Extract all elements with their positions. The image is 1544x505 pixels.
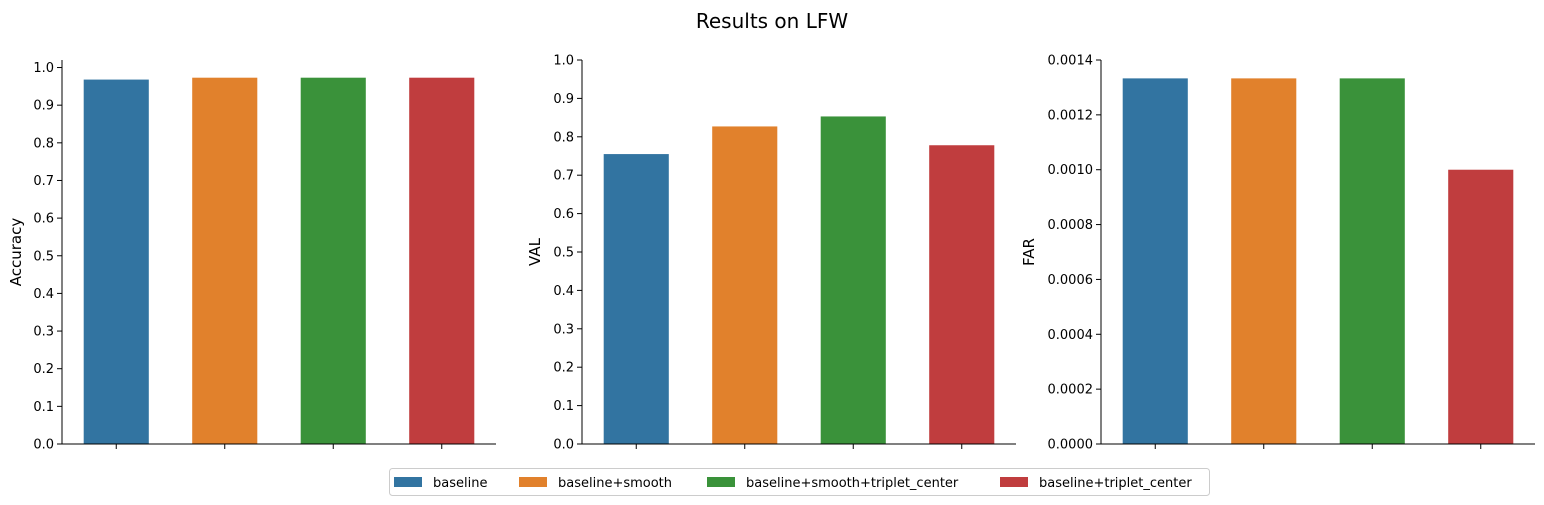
y-tick-label: 0.7 (553, 169, 574, 184)
chart-panel-2: 0.0 0.1 0.2 0.3 0.4 0.5 0.6 0.7 0.8 0.9 1.0 VAL (526, 54, 1016, 453)
y-axis-label: Accuracy (7, 218, 25, 287)
y-tick-label: 0.8 (33, 136, 54, 151)
legend-item: baseline+smooth+triplet_center (707, 476, 959, 491)
y-tick-label: 0.7 (33, 174, 54, 189)
bar-baseline-smooth-triplet-center (820, 116, 886, 444)
bar-baseline-triplet-center (1448, 169, 1514, 444)
legend-swatch (707, 477, 735, 487)
legend-swatch (394, 477, 422, 487)
y-tick-label: 0.8 (553, 130, 574, 145)
y-tick-label: 0.6 (553, 207, 574, 222)
y-tick-label: 0.2 (33, 362, 54, 377)
y-tick-label: 0.0 (553, 438, 574, 453)
bar-baseline (83, 79, 149, 444)
chart-panel-1: 0.0 0.1 0.2 0.3 0.4 0.5 0.6 0.7 0.8 0.9 1.0 Accurac… (7, 60, 496, 453)
legend-swatch (519, 477, 547, 487)
y-axis-label: VAL (526, 237, 544, 266)
bar-baseline (1122, 78, 1188, 445)
y-tick-label: 0.0000 (1048, 438, 1094, 453)
y-tick-label: 0.0008 (1048, 218, 1094, 233)
y-tick-label: 1.0 (33, 61, 54, 76)
figure-title: Results on LFW (696, 9, 848, 33)
legend-item: baseline+smooth (519, 476, 672, 491)
y-tick-label: 0.0002 (1048, 383, 1094, 398)
y-tick-label: 0.0006 (1048, 273, 1094, 288)
y-tick-label: 0.5 (33, 249, 54, 264)
legend-label: baseline+smooth+triplet_center (746, 476, 959, 491)
legend-swatch (1000, 477, 1028, 487)
y-tick-label: 1.0 (553, 54, 574, 69)
y-tick-label: 0.5 (553, 246, 574, 261)
legend-item: baseline+triplet_center (1000, 476, 1192, 491)
legend-item: baseline (394, 476, 487, 491)
y-tick-label: 0.0004 (1048, 328, 1094, 343)
bar-baseline-smooth-triplet-center (300, 77, 366, 444)
legend-frame (389, 468, 1210, 496)
y-tick-label: 0.1 (33, 400, 54, 415)
bar-baseline-smooth (192, 77, 258, 444)
bar-baseline-smooth (1231, 78, 1297, 445)
y-tick-label: 0.0014 (1048, 54, 1094, 69)
y-tick-label: 0.6 (33, 212, 54, 227)
bar-baseline-triplet-center (929, 145, 995, 445)
legend-label: baseline+triplet_center (1039, 476, 1192, 491)
y-tick-label: 0.0012 (1048, 108, 1094, 123)
y-tick-label: 0.3 (553, 322, 574, 337)
chart-panel-3: 0.0000 0.0002 0.0004 0.0006 0.0008 0.0010 0.00… (1020, 54, 1535, 453)
chart-panels: 0.0 0.1 0.2 0.3 0.4 0.5 0.6 0.7 0.8 0.9 1.0 Accurac… (7, 54, 1535, 453)
y-tick-label: 0.3 (33, 325, 54, 340)
y-tick-label: 0.1 (553, 399, 574, 414)
bar-baseline (603, 154, 669, 444)
y-tick-label: 0.0010 (1048, 163, 1094, 178)
legend: baseline baseline+smooth baseline+smooth+t… (389, 468, 1210, 496)
y-tick-label: 0.0 (33, 438, 54, 453)
bar-baseline-smooth-triplet-center (1339, 78, 1405, 445)
y-tick-label: 0.4 (553, 284, 574, 299)
bar-baseline-triplet-center (409, 77, 475, 444)
y-tick-label: 0.4 (33, 287, 54, 302)
y-axis-label: FAR (1020, 238, 1038, 266)
legend-label: baseline (433, 476, 487, 491)
y-tick-label: 0.2 (553, 361, 574, 376)
y-tick-label: 0.9 (553, 92, 574, 107)
y-tick-label: 0.9 (33, 99, 54, 114)
legend-label: baseline+smooth (558, 476, 672, 491)
bar-baseline-smooth (712, 126, 778, 444)
